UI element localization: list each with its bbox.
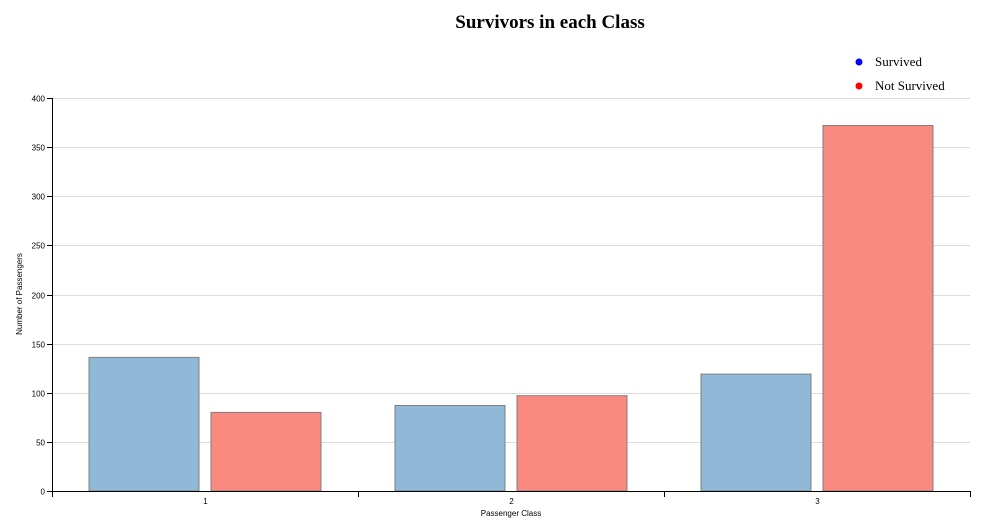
- bar-not-survived-class-1: [210, 411, 322, 492]
- x-axis-label: Passenger Class: [481, 509, 541, 518]
- y-tick-label: 200: [32, 292, 46, 301]
- gridlines: [52, 98, 970, 443]
- legend-label-not-survived: Not Survived: [875, 78, 945, 93]
- y-tick-label: 300: [32, 193, 46, 202]
- bar-survived-class-1: [88, 356, 200, 492]
- bar-not-survived-class-2: [516, 395, 628, 492]
- y-tick-label: 150: [32, 341, 46, 350]
- legend-label-survived: Survived: [875, 54, 922, 69]
- bar-survived-class-2: [394, 405, 506, 492]
- y-axis-label: Number of Passengers: [15, 253, 24, 335]
- x-tick-label: 1: [203, 497, 208, 506]
- x-tick-label: 3: [815, 497, 820, 506]
- y-tick-label: 400: [32, 95, 46, 104]
- y-tick-label: 250: [32, 242, 46, 251]
- bar-not-survived-class-3: [822, 125, 934, 492]
- y-tick-label: 0: [41, 488, 46, 497]
- y-tick-label: 50: [36, 439, 45, 448]
- x-tick-label: 2: [509, 497, 514, 506]
- legend-marker-survived: [855, 58, 863, 66]
- bars: [88, 125, 934, 492]
- bar-survived-class-3: [700, 373, 812, 492]
- y-axis: 0 50 100 150 200 250 300 350 400: [32, 95, 53, 497]
- x-axis: 1 2 3: [52, 491, 971, 506]
- y-tick-label: 100: [32, 390, 46, 399]
- legend-marker-not-survived: [855, 82, 863, 90]
- legend: Survived Not Survived: [855, 54, 945, 93]
- chart-title: Survivors in each Class: [455, 12, 645, 33]
- y-tick-label: 350: [32, 144, 46, 153]
